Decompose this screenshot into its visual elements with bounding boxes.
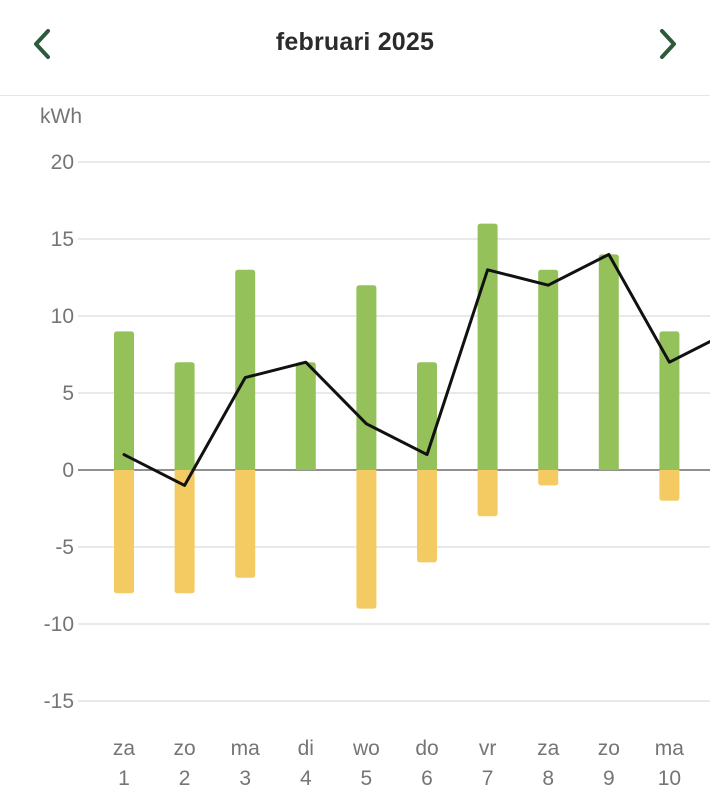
chart-line [122,252,710,487]
y-tick-label: -15 [44,690,74,713]
y-tick-label: 15 [51,228,74,251]
x-tick-date: 10 [658,767,681,790]
negative-bar[interactable] [538,470,559,486]
y-tick-label: -10 [44,613,74,636]
x-tick-date: 1 [118,767,130,790]
x-tick-day: ma [655,737,684,760]
x-tick-date: 6 [421,767,433,790]
y-tick-label: 5 [62,382,74,405]
negative-bar[interactable] [659,470,680,501]
positive-bar[interactable] [659,331,680,470]
chart-bars [114,223,680,609]
chevron-left-icon [34,29,50,59]
previous-month-button[interactable] [20,22,64,66]
net-line [122,252,710,487]
x-axis-labels: za 1 zo 2 ma 3 di 4 wo 5 do 6 vr 7 za 8 zo 9 ma 10 [113,737,684,790]
y-axis-unit-label: kWh [40,105,82,128]
x-tick-date: 4 [300,767,312,790]
negative-bar[interactable] [417,470,437,563]
x-tick-date: 3 [239,767,251,790]
x-tick-day: do [415,737,438,760]
positive-bar[interactable] [174,362,195,470]
month-header: februari 2025 [0,0,710,96]
x-tick-date: 9 [603,767,615,790]
x-tick-day: di [298,737,314,760]
x-tick-day: wo [352,737,380,760]
positive-bar[interactable] [356,285,377,470]
positive-bar[interactable] [538,269,559,470]
x-tick-day: ma [231,737,260,760]
x-tick-date: 2 [179,767,191,790]
positive-bar[interactable] [235,269,256,470]
y-tick-label: 0 [62,459,74,482]
negative-bar[interactable] [235,470,256,578]
positive-bar[interactable] [598,254,619,470]
x-tick-day: zo [174,737,196,760]
positive-bar[interactable] [295,362,316,470]
y-tick-label: -5 [55,536,74,559]
x-tick-day: vr [479,737,497,760]
x-tick-date: 5 [361,767,373,790]
positive-bar[interactable] [114,331,134,470]
month-title: februari 2025 [275,28,435,56]
x-tick-day: zo [598,737,620,760]
y-tick-label: 20 [51,151,74,174]
chevron-right-icon [660,29,676,59]
negative-bar[interactable] [356,470,377,609]
x-tick-day: za [537,737,560,760]
next-month-button[interactable] [646,22,690,66]
x-tick-day: za [113,737,136,760]
y-tick-label: 10 [51,305,74,328]
positive-bar[interactable] [477,223,498,470]
x-tick-date: 7 [482,767,494,790]
negative-bar[interactable] [174,470,195,594]
negative-bar[interactable] [114,470,134,594]
x-tick-date: 8 [542,767,554,790]
negative-bar[interactable] [477,470,498,517]
